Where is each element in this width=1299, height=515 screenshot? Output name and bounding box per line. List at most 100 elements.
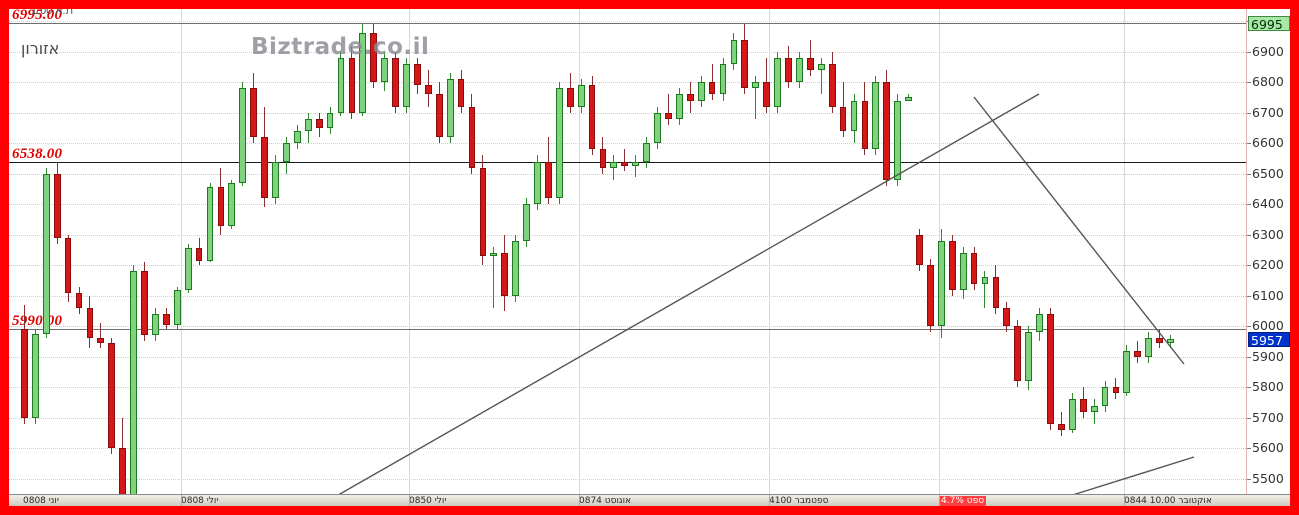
candle-body[interactable]: [414, 63, 421, 86]
candle-body[interactable]: [435, 94, 443, 138]
candle-body[interactable]: [1058, 423, 1065, 430]
candle-body[interactable]: [577, 85, 585, 107]
candle-body[interactable]: [501, 253, 509, 296]
candle-body[interactable]: [588, 85, 596, 150]
candle-body[interactable]: [686, 94, 694, 101]
candle-body[interactable]: [97, 338, 105, 343]
candle-body[interactable]: [86, 307, 94, 339]
candle-body[interactable]: [403, 63, 410, 107]
candle-body[interactable]: [654, 112, 661, 144]
candle-body[interactable]: [1079, 399, 1087, 412]
candle-body[interactable]: [643, 143, 650, 162]
candle-body[interactable]: [108, 343, 116, 449]
candle-body[interactable]: [981, 277, 989, 284]
candle-body[interactable]: [228, 182, 236, 226]
candle-body[interactable]: [250, 88, 258, 138]
candle-body[interactable]: [741, 39, 749, 89]
candle-body[interactable]: [141, 271, 148, 336]
candle-body[interactable]: [883, 82, 891, 180]
candle-body[interactable]: [392, 57, 399, 107]
candle-body[interactable]: [1167, 339, 1174, 343]
candle-body[interactable]: [959, 253, 967, 290]
candle-body[interactable]: [64, 237, 72, 293]
candle-body[interactable]: [42, 173, 50, 334]
candle-body[interactable]: [184, 248, 192, 290]
candle-body[interactable]: [1134, 350, 1142, 357]
candle-body[interactable]: [1145, 338, 1153, 357]
candle-body[interactable]: [1025, 332, 1033, 382]
candle-body[interactable]: [894, 100, 902, 180]
candle-body[interactable]: [970, 253, 978, 284]
candle-body[interactable]: [31, 333, 39, 418]
candle-body[interactable]: [359, 33, 367, 113]
candle-body[interactable]: [217, 187, 225, 226]
candle-body[interactable]: [370, 33, 378, 83]
candle-body[interactable]: [937, 240, 945, 327]
date-tick-3[interactable]: 0874 אוגוסט: [579, 496, 632, 506]
candle-body[interactable]: [1112, 387, 1120, 394]
candle-body[interactable]: [839, 106, 847, 131]
candle-body[interactable]: [1090, 405, 1098, 412]
candle-body[interactable]: [697, 82, 705, 101]
candle-body[interactable]: [665, 112, 672, 119]
candle-body[interactable]: [479, 167, 487, 257]
date-tick-4[interactable]: 4100 ספטמבר: [769, 496, 829, 506]
candle-body[interactable]: [381, 57, 389, 83]
candle-body[interactable]: [162, 314, 170, 325]
candle-body[interactable]: [916, 234, 923, 266]
date-tick-2[interactable]: 0850 יולי: [409, 496, 447, 506]
candle-body[interactable]: [632, 161, 640, 167]
candle-body[interactable]: [1123, 350, 1131, 394]
candle-body[interactable]: [785, 57, 792, 83]
candle-body[interactable]: [752, 82, 760, 89]
candle-body[interactable]: [861, 100, 869, 150]
candle-body[interactable]: [675, 94, 683, 119]
candle-body[interactable]: [239, 88, 247, 183]
candle-body[interactable]: [75, 292, 83, 308]
candle-body[interactable]: [468, 106, 476, 168]
candle-body[interactable]: [796, 57, 803, 83]
candle-body[interactable]: [708, 82, 716, 95]
candle-body[interactable]: [261, 137, 268, 199]
candle-body[interactable]: [21, 329, 28, 418]
date-axis[interactable]: 0808 יוני 0808 יולי 0850 יולי 0874 אוגוסט 41…: [9, 494, 1290, 506]
candle-body[interactable]: [326, 112, 334, 128]
candle-body[interactable]: [1003, 307, 1011, 327]
candle-body[interactable]: [555, 88, 563, 199]
candle-body[interactable]: [1101, 387, 1109, 406]
candle-body[interactable]: [152, 314, 159, 336]
date-tick-5[interactable]: ספט 4.7%: [939, 496, 987, 506]
candle-body[interactable]: [566, 88, 574, 107]
date-tick-6[interactable]: 0844 10.00 אוקטובר: [1124, 496, 1212, 506]
date-tick-0[interactable]: 0808 יוני: [23, 496, 59, 506]
candle-body[interactable]: [621, 161, 629, 167]
candle-body[interactable]: [173, 289, 181, 325]
candle-body[interactable]: [195, 248, 203, 261]
candle-body[interactable]: [283, 143, 290, 162]
candle-body[interactable]: [730, 39, 738, 64]
candle-body[interactable]: [490, 253, 498, 257]
candle-body[interactable]: [719, 63, 727, 95]
candle-body[interactable]: [315, 118, 323, 128]
candle-body[interactable]: [927, 265, 934, 327]
candle-body[interactable]: [272, 161, 279, 199]
candle-body[interactable]: [304, 118, 312, 131]
candle-body[interactable]: [817, 63, 825, 70]
candle-body[interactable]: [828, 63, 836, 107]
candle-body[interactable]: [1036, 314, 1043, 333]
candle-body[interactable]: [774, 57, 781, 107]
candle-body[interactable]: [850, 100, 858, 131]
candle-body[interactable]: [1047, 314, 1054, 424]
candle-body[interactable]: [1014, 326, 1022, 382]
date-tick-1[interactable]: 0808 יולי: [181, 496, 219, 506]
candle-body[interactable]: [905, 97, 912, 101]
candle-body[interactable]: [1156, 338, 1163, 343]
candle-body[interactable]: [599, 149, 607, 168]
candle-body[interactable]: [534, 161, 541, 205]
candle-body[interactable]: [53, 173, 61, 238]
candle-body[interactable]: [763, 82, 771, 107]
candle-body[interactable]: [610, 161, 618, 168]
candle-body[interactable]: [293, 131, 301, 144]
candle-body[interactable]: [544, 161, 552, 199]
